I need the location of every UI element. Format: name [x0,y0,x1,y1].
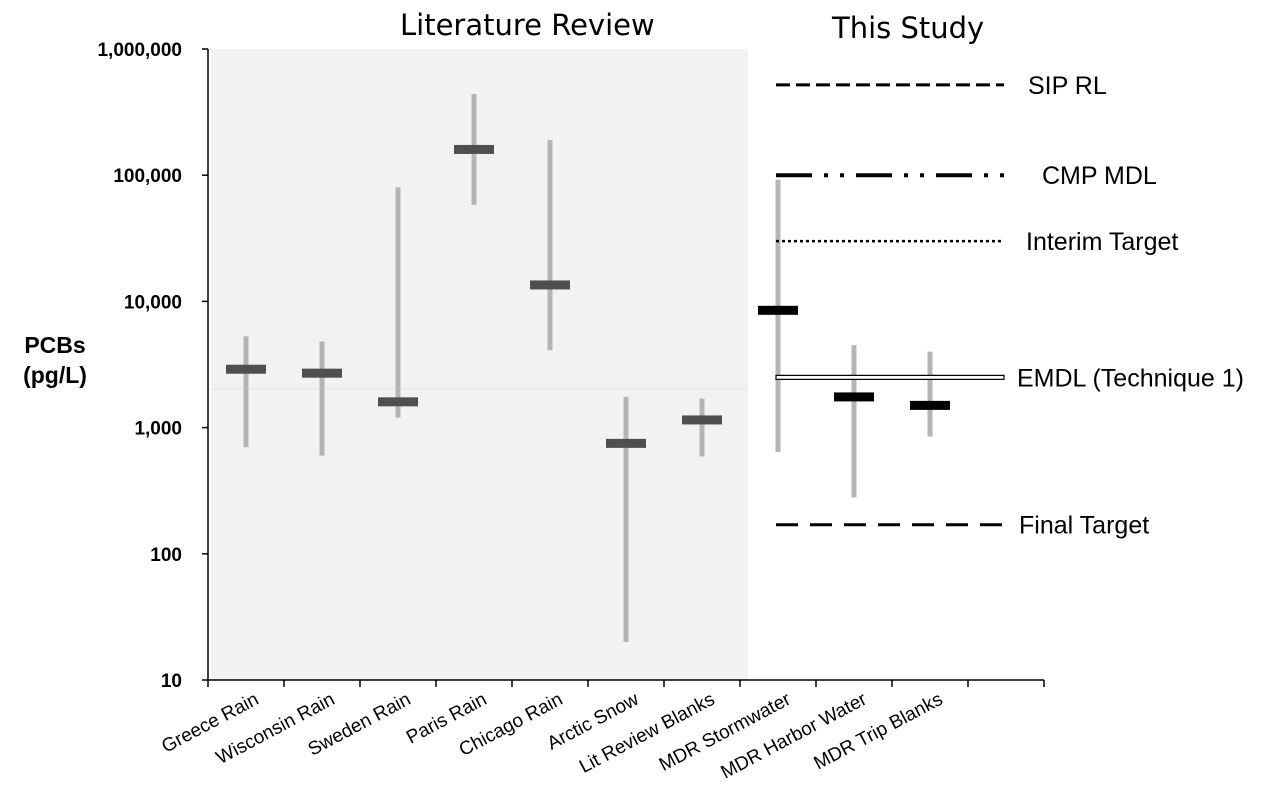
median-marker-4 [530,280,570,290]
ref-label-0: SIP RL [1028,72,1107,100]
x-category-label-9: MDR Trip Blanks [811,689,947,774]
section-title-literature: Literature Review [400,8,655,42]
y-axis-label-line2: (pg/L) [23,362,87,388]
y-tick-label-2: 1,000 [134,419,182,440]
median-marker-1 [302,368,342,378]
y-tick-label-3: 10,000 [124,292,182,313]
range-bars [226,93,950,643]
y-tick-label-0: 10 [161,671,182,692]
median-marker-5 [606,438,646,448]
ref-label-4: Final Target [1019,512,1149,540]
ref-label-2: Interim Target [1026,228,1178,256]
ref-label-3: EMDL (Technique 1) [1017,364,1244,392]
x-category-label-6: Lit Review Blanks [576,689,718,778]
literature-review-shade [211,49,748,680]
median-marker-7 [758,305,798,315]
y-tick-label-1: 100 [150,545,182,566]
reference-lines [775,83,1005,527]
y-tick-label-5: 1,000,000 [97,40,182,61]
median-marker-3 [454,144,494,154]
ref-line-3 [775,374,1005,380]
y-axis-label-line1: PCBs [24,332,86,358]
section-title-this-study: This Study [832,11,985,45]
y-axis-label: PCBs (pg/L) [0,330,110,390]
median-marker-6 [682,415,722,425]
axes [202,48,1045,687]
median-marker-0 [226,364,266,374]
y-tick-label-4: 100,000 [113,166,182,187]
ref-label-1: CMP MDL [1042,162,1157,190]
median-marker-8 [834,392,874,402]
plot-background [211,49,748,680]
median-marker-2 [378,397,418,407]
median-marker-9 [910,400,950,410]
